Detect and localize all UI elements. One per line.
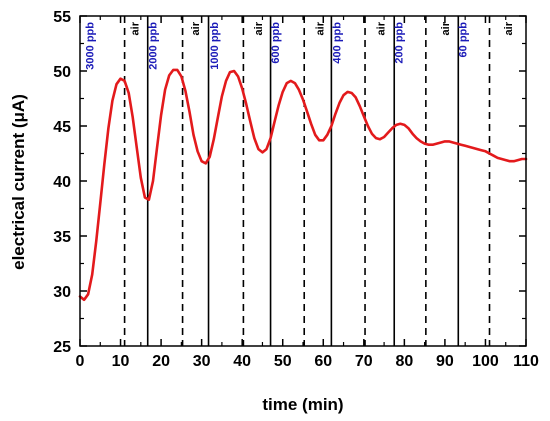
x-tick-label: 100 xyxy=(472,353,499,370)
x-tick-label: 50 xyxy=(274,353,292,370)
x-tick-label: 80 xyxy=(395,353,413,370)
data-series xyxy=(78,68,528,302)
x-tick-label: 60 xyxy=(314,353,332,370)
annotations: 3000 ppb 2000 ppb 1000 ppb 600 ppb 400 ppb 20… xyxy=(84,21,514,69)
y-tick-label: 35 xyxy=(53,229,71,246)
y-tick-label: 25 xyxy=(53,339,71,356)
air-label: air xyxy=(503,21,515,35)
event-lines xyxy=(123,16,491,346)
x-tick-label: 40 xyxy=(233,353,251,370)
air-label: air xyxy=(190,21,202,35)
x-tick-label: 30 xyxy=(193,353,211,370)
y-tick-label: 30 xyxy=(53,284,71,301)
x-tick-label: 0 xyxy=(76,353,85,370)
air-label: air xyxy=(314,21,326,35)
y-axis-title: electrical current (μA) xyxy=(9,94,28,270)
y-tick-label: 50 xyxy=(53,64,71,81)
x-axis-title: time (min) xyxy=(262,395,343,414)
y-tick-label: 45 xyxy=(53,119,71,136)
x-tick-labels: 0 10 20 30 40 50 60 70 80 90 100 110 xyxy=(76,353,539,370)
air-label: air xyxy=(253,21,265,35)
concentration-label: 2000 ppb xyxy=(148,22,160,70)
x-tick-label: 20 xyxy=(152,353,170,370)
axis-ticks xyxy=(79,15,527,347)
air-label: air xyxy=(440,21,452,35)
x-tick-label: 10 xyxy=(112,353,130,370)
y-tick-labels: 25 30 35 40 45 50 55 xyxy=(53,9,71,356)
x-tick-label: 110 xyxy=(513,353,539,370)
concentration-label: 600 ppb xyxy=(270,22,282,64)
y-tick-label: 40 xyxy=(53,174,71,191)
concentration-label: 200 ppb xyxy=(394,22,406,64)
x-tick-label: 70 xyxy=(355,353,373,370)
concentration-label: 60 ppb xyxy=(457,22,469,58)
y-tick-label: 55 xyxy=(53,9,71,26)
concentration-label: 400 ppb xyxy=(332,22,344,64)
series-line xyxy=(78,68,528,302)
x-tick-label: 90 xyxy=(436,353,454,370)
air-label: air xyxy=(129,21,141,35)
air-label: air xyxy=(376,21,388,35)
concentration-label: 1000 ppb xyxy=(209,22,221,70)
concentration-label: 3000 ppb xyxy=(84,22,96,70)
